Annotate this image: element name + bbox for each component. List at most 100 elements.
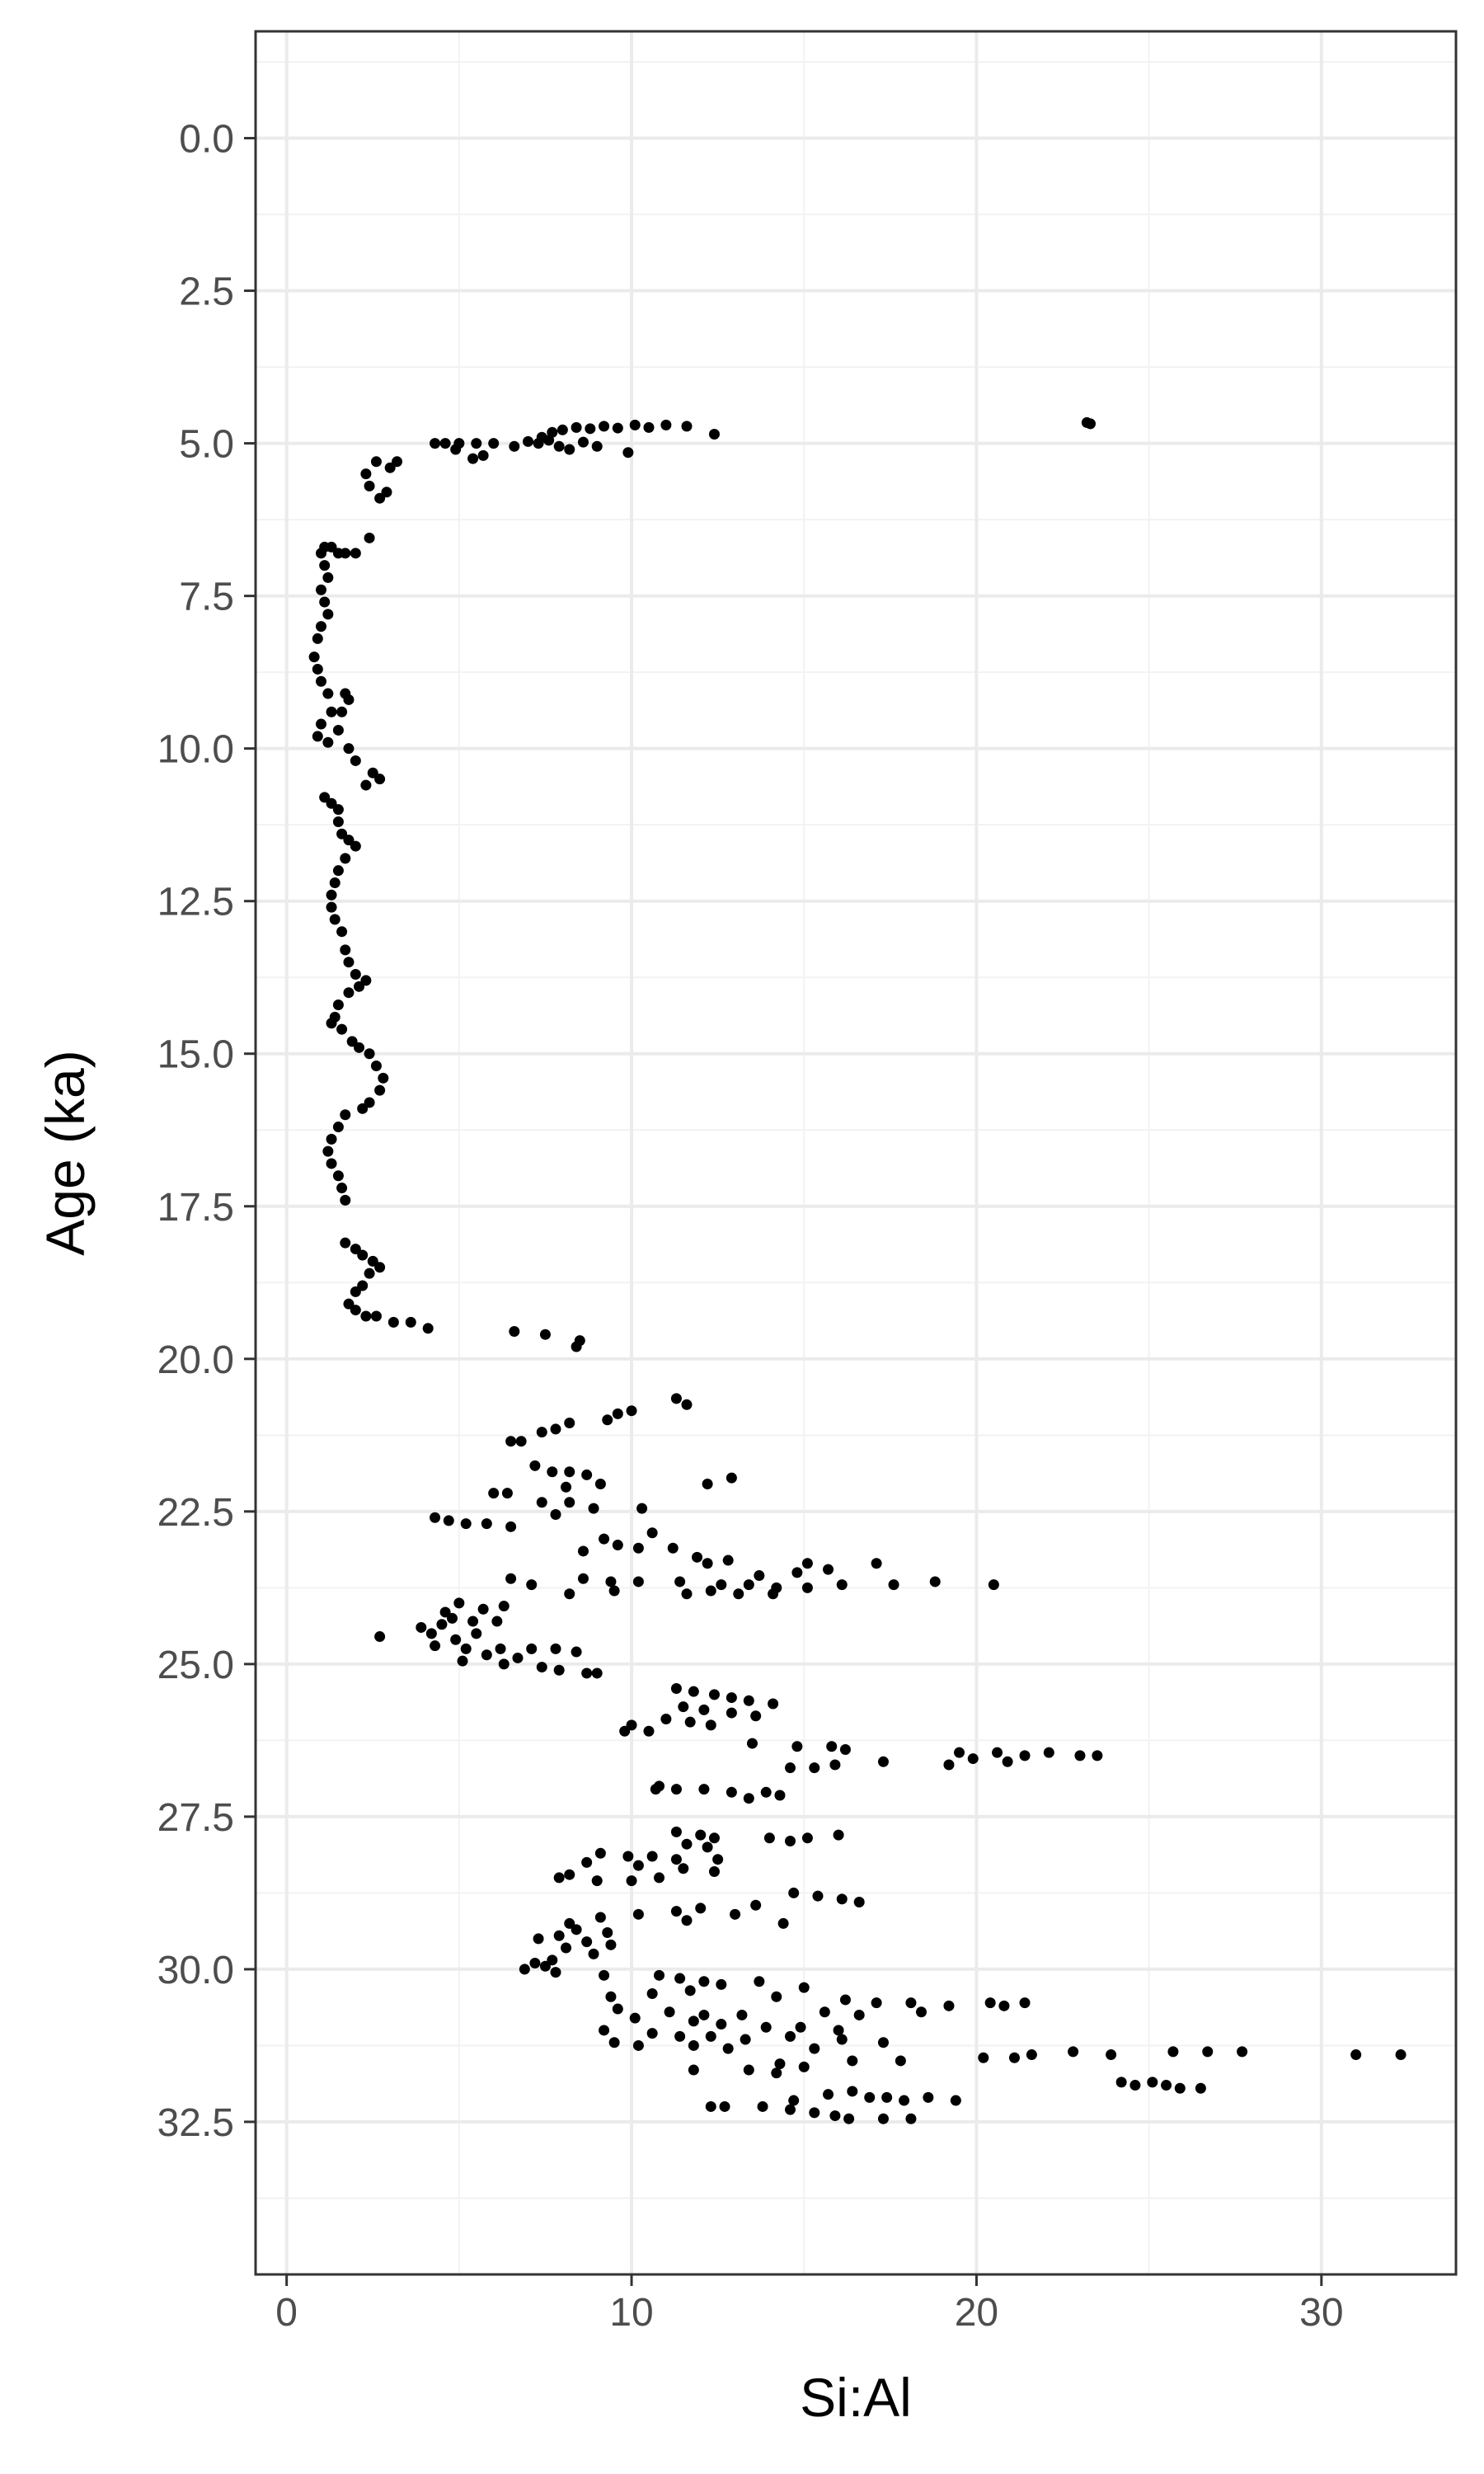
x-axis-title: Si:Al xyxy=(800,2367,912,2428)
data-point xyxy=(708,1866,720,1878)
data-point xyxy=(877,2113,889,2124)
data-point xyxy=(877,1756,889,1767)
data-point xyxy=(702,1558,713,1569)
data-point xyxy=(785,1836,796,1847)
data-point xyxy=(705,2030,716,2042)
data-point xyxy=(681,1915,693,1926)
data-point xyxy=(760,1786,772,1798)
data-point xyxy=(526,1643,538,1654)
data-point xyxy=(1092,1750,1103,1761)
data-point xyxy=(312,633,323,644)
data-point xyxy=(681,1838,693,1850)
data-point xyxy=(716,2019,727,2030)
data-point xyxy=(836,1893,848,1905)
data-point xyxy=(594,1912,606,1923)
data-point xyxy=(326,901,337,913)
y-axis-title: Age (ka) xyxy=(35,1050,96,1255)
data-point xyxy=(943,2000,955,2011)
data-point xyxy=(599,1969,610,1981)
data-point xyxy=(1167,2046,1179,2058)
data-point xyxy=(726,1692,737,1704)
data-point xyxy=(336,828,348,840)
data-point xyxy=(695,1829,707,1841)
data-point xyxy=(571,1646,582,1658)
data-point xyxy=(667,1542,679,1554)
data-point xyxy=(326,1133,337,1145)
y-tick-label: 30.0 xyxy=(157,1949,234,1992)
data-point xyxy=(688,2039,699,2051)
data-point xyxy=(670,1906,682,1917)
data-point xyxy=(367,1255,378,1267)
data-point xyxy=(343,694,355,705)
data-point xyxy=(743,1695,754,1706)
data-point xyxy=(357,1280,369,1291)
data-point xyxy=(829,2110,841,2122)
data-point xyxy=(650,1784,661,1795)
data-point xyxy=(743,1579,754,1591)
data-point xyxy=(670,1784,682,1795)
data-point xyxy=(670,1854,682,1865)
data-point xyxy=(708,1832,720,1844)
data-point xyxy=(632,1860,644,1871)
data-point xyxy=(505,1436,517,1447)
y-tick-label: 25.0 xyxy=(157,1644,234,1687)
y-tick-label: 17.5 xyxy=(157,1186,234,1230)
data-point xyxy=(357,1249,369,1261)
data-point xyxy=(743,1793,754,1804)
data-point xyxy=(322,571,334,583)
data-point xyxy=(774,1790,786,1801)
data-point xyxy=(629,419,641,430)
data-point xyxy=(322,688,334,699)
data-point xyxy=(674,1576,686,1587)
data-point xyxy=(688,1686,699,1697)
data-point xyxy=(836,2034,848,2045)
plot-border xyxy=(254,30,1458,2276)
data-point xyxy=(594,1479,606,1490)
data-point xyxy=(698,2009,710,2020)
data-point xyxy=(577,1573,589,1584)
data-point xyxy=(599,1533,610,1545)
data-point xyxy=(740,2034,751,2045)
data-point xyxy=(539,1960,551,1972)
y-axis-ticks: 0.0 2.5 5.0 7.5 10.0 12.5 15.0 17.5 20.0 22.5 25.0… xyxy=(157,118,256,2145)
data-point xyxy=(1019,1997,1031,2009)
data-point xyxy=(660,1713,672,1724)
data-point xyxy=(581,1667,593,1679)
data-point xyxy=(681,1588,693,1600)
data-point xyxy=(308,651,320,663)
y-tick-label: 12.5 xyxy=(157,881,234,924)
data-point xyxy=(688,2064,699,2076)
data-point xyxy=(501,1488,513,1499)
data-point xyxy=(722,2043,734,2054)
data-point xyxy=(1237,2046,1248,2058)
data-point xyxy=(681,1399,693,1410)
data-point xyxy=(785,1762,796,1774)
data-point xyxy=(988,1579,999,1591)
data-point xyxy=(591,1667,603,1679)
data-point xyxy=(612,422,623,434)
data-point xyxy=(526,1579,538,1591)
data-point xyxy=(564,1418,575,1429)
data-point xyxy=(543,435,555,446)
data-point xyxy=(488,1488,500,1499)
data-point xyxy=(1019,1750,1031,1761)
data-point xyxy=(605,1576,617,1587)
data-point xyxy=(332,865,344,877)
data-point xyxy=(591,440,603,452)
data-point xyxy=(636,1503,648,1514)
data-point xyxy=(833,2025,844,2036)
data-point xyxy=(1008,2052,1020,2063)
data-point xyxy=(364,1268,375,1279)
data-point xyxy=(446,1612,458,1624)
data-point xyxy=(350,840,361,852)
data-point xyxy=(829,1759,841,1771)
data-point xyxy=(564,1466,575,1478)
data-point xyxy=(847,2055,858,2067)
data-point xyxy=(629,2012,641,2024)
data-point xyxy=(626,1719,637,1731)
data-point xyxy=(357,1103,369,1114)
data-point xyxy=(471,438,482,449)
y-tick-label: 7.5 xyxy=(179,576,234,619)
data-point xyxy=(519,1964,530,1975)
data-point xyxy=(871,1558,882,1569)
